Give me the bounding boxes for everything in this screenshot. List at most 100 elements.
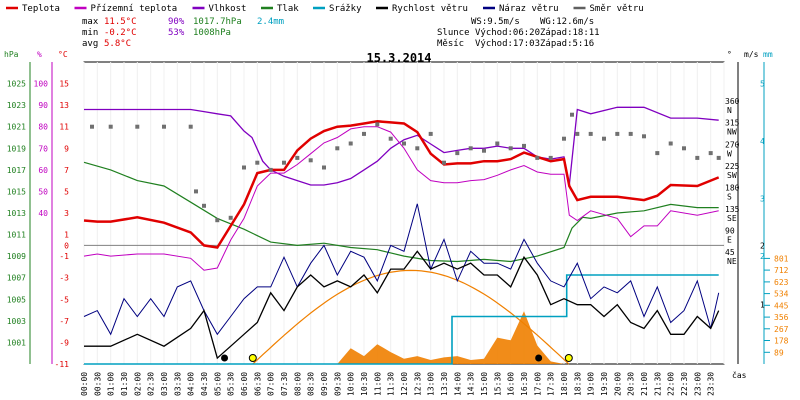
tick-time: 00:00	[80, 372, 89, 396]
wind-dir-point	[255, 160, 260, 165]
tick-time: 06:30	[253, 372, 262, 396]
ground-temperature-line	[83, 126, 719, 271]
tick-time: 07:30	[280, 372, 289, 396]
wind-dir-point	[668, 141, 673, 146]
tick-temp: -1	[59, 252, 69, 261]
tick-time: 09:30	[333, 372, 342, 396]
humidity-line	[84, 106, 719, 186]
tick-temp-zero: 0	[64, 241, 69, 250]
tick-ms-upper: 2	[760, 252, 765, 261]
tick-hpa: 1005	[7, 295, 26, 304]
tick-time: 21:00	[640, 372, 649, 396]
stats-avg-label: avg	[82, 39, 98, 49]
unit-ms: m/s	[744, 50, 759, 59]
tick-hpa: 1007	[7, 274, 26, 283]
stats-panel: max 11.5°C 90% 1017.7hPa 2.4mm min -0.2°…	[82, 17, 600, 49]
solar-area	[84, 311, 719, 364]
tick-dir-name: SE	[727, 214, 737, 223]
wind-dir-point	[615, 131, 620, 136]
wind-dir-point	[90, 124, 94, 129]
legend-label: Rychlost větru	[392, 4, 468, 14]
tick-time: 06:00	[240, 372, 249, 396]
tick-hpa: 1013	[7, 209, 26, 218]
tick-hpa: 1017	[7, 166, 26, 175]
tick-dir-name: NW	[727, 128, 737, 137]
tick-time: 23:30	[707, 372, 716, 396]
tick-time: 04:30	[200, 372, 209, 396]
tick-temp: 1	[64, 231, 69, 240]
tick-temp: 13	[59, 101, 69, 110]
tick-time: 01:00	[107, 372, 116, 396]
tick-time: 03:30	[173, 372, 182, 396]
tick-temp: 11	[59, 123, 69, 132]
tick-time: 02:00	[133, 372, 142, 396]
legend-label: Vlhkost	[209, 4, 247, 14]
tick-temp: -3	[59, 274, 69, 283]
stats-max-press: 1017.7hPa	[193, 17, 242, 27]
tick-pct: 60	[38, 166, 48, 175]
tick-pct: 50	[38, 187, 48, 196]
wind-dir-point	[522, 143, 526, 148]
tick-hpa: 1023	[7, 101, 26, 110]
stats-min-label: min	[82, 28, 98, 38]
tick-time: 03:00	[160, 372, 169, 396]
wind-dir-point	[708, 151, 713, 156]
moon-set: Západ:5:16	[540, 39, 594, 49]
wind-dir-point	[482, 148, 486, 153]
wind-dir-point	[135, 124, 140, 129]
tick-temp: 3	[64, 209, 69, 218]
tick-time: 05:00	[213, 372, 222, 396]
tick-time: 17:00	[533, 372, 542, 396]
tick-hpa: 1021	[7, 123, 26, 132]
wind-dir-point	[228, 215, 233, 220]
tick-dir: 45	[725, 248, 735, 257]
tick-time: 15:30	[493, 372, 502, 396]
tick-dir-name: E	[727, 236, 732, 245]
tick-time: 12:00	[400, 372, 409, 396]
tick-time: 10:30	[360, 372, 369, 396]
tick-time: 11:00	[373, 372, 382, 396]
wind-dir-point	[655, 151, 660, 156]
tick-dir: 225	[725, 162, 740, 171]
plot-area	[83, 61, 725, 365]
stats-min-hum: 53%	[168, 28, 185, 38]
wind-dir-point	[716, 155, 721, 160]
stats-avg-temp: 5.8°C	[104, 39, 131, 49]
tick-dir: 315	[725, 119, 740, 128]
legend-label: Tlak	[277, 4, 299, 14]
tick-time: 19:00	[587, 372, 596, 396]
wind-dir-point	[242, 165, 246, 170]
tick-time: 04:00	[187, 372, 196, 396]
tick-time: 17:30	[547, 372, 556, 396]
tick-hpa: 1009	[7, 252, 26, 261]
tick-hpa: 1001	[7, 338, 26, 347]
wind-dir-point	[495, 141, 500, 146]
tick-time: 20:00	[613, 372, 622, 396]
tick-dir-name: NE	[727, 257, 737, 266]
tick-time: 05:30	[227, 372, 236, 396]
legend-label: Srážky	[329, 4, 362, 14]
tick-dir-name: N	[727, 106, 732, 115]
unit-hpa: hPa	[4, 50, 19, 59]
tick-time: 22:30	[680, 372, 689, 396]
tick-time: 16:30	[520, 372, 529, 396]
tick-temp: 7	[64, 166, 69, 175]
legend-label: Náraz větru	[499, 4, 559, 14]
pressure-line	[83, 161, 719, 263]
wind-dir-point	[562, 136, 566, 141]
wind-ws: WS:9.5m/s	[471, 17, 520, 27]
unit-pct: %	[37, 50, 42, 59]
sunset-marker	[564, 354, 573, 362]
tick-time: 01:30	[120, 372, 129, 396]
tick-hpa: 1015	[7, 187, 26, 196]
stats-min-temp: -0.2°C	[104, 28, 137, 38]
wind-dir-point	[308, 158, 313, 163]
tick-dir-name: S	[727, 192, 732, 201]
tick-dir: 180	[725, 183, 740, 192]
tick-time: 10:00	[347, 372, 356, 396]
tick-dir: 360	[725, 97, 740, 106]
tick-time: 22:00	[667, 372, 676, 396]
tick-ms-upper: 5	[760, 80, 765, 89]
wind-dir-point	[602, 136, 606, 141]
